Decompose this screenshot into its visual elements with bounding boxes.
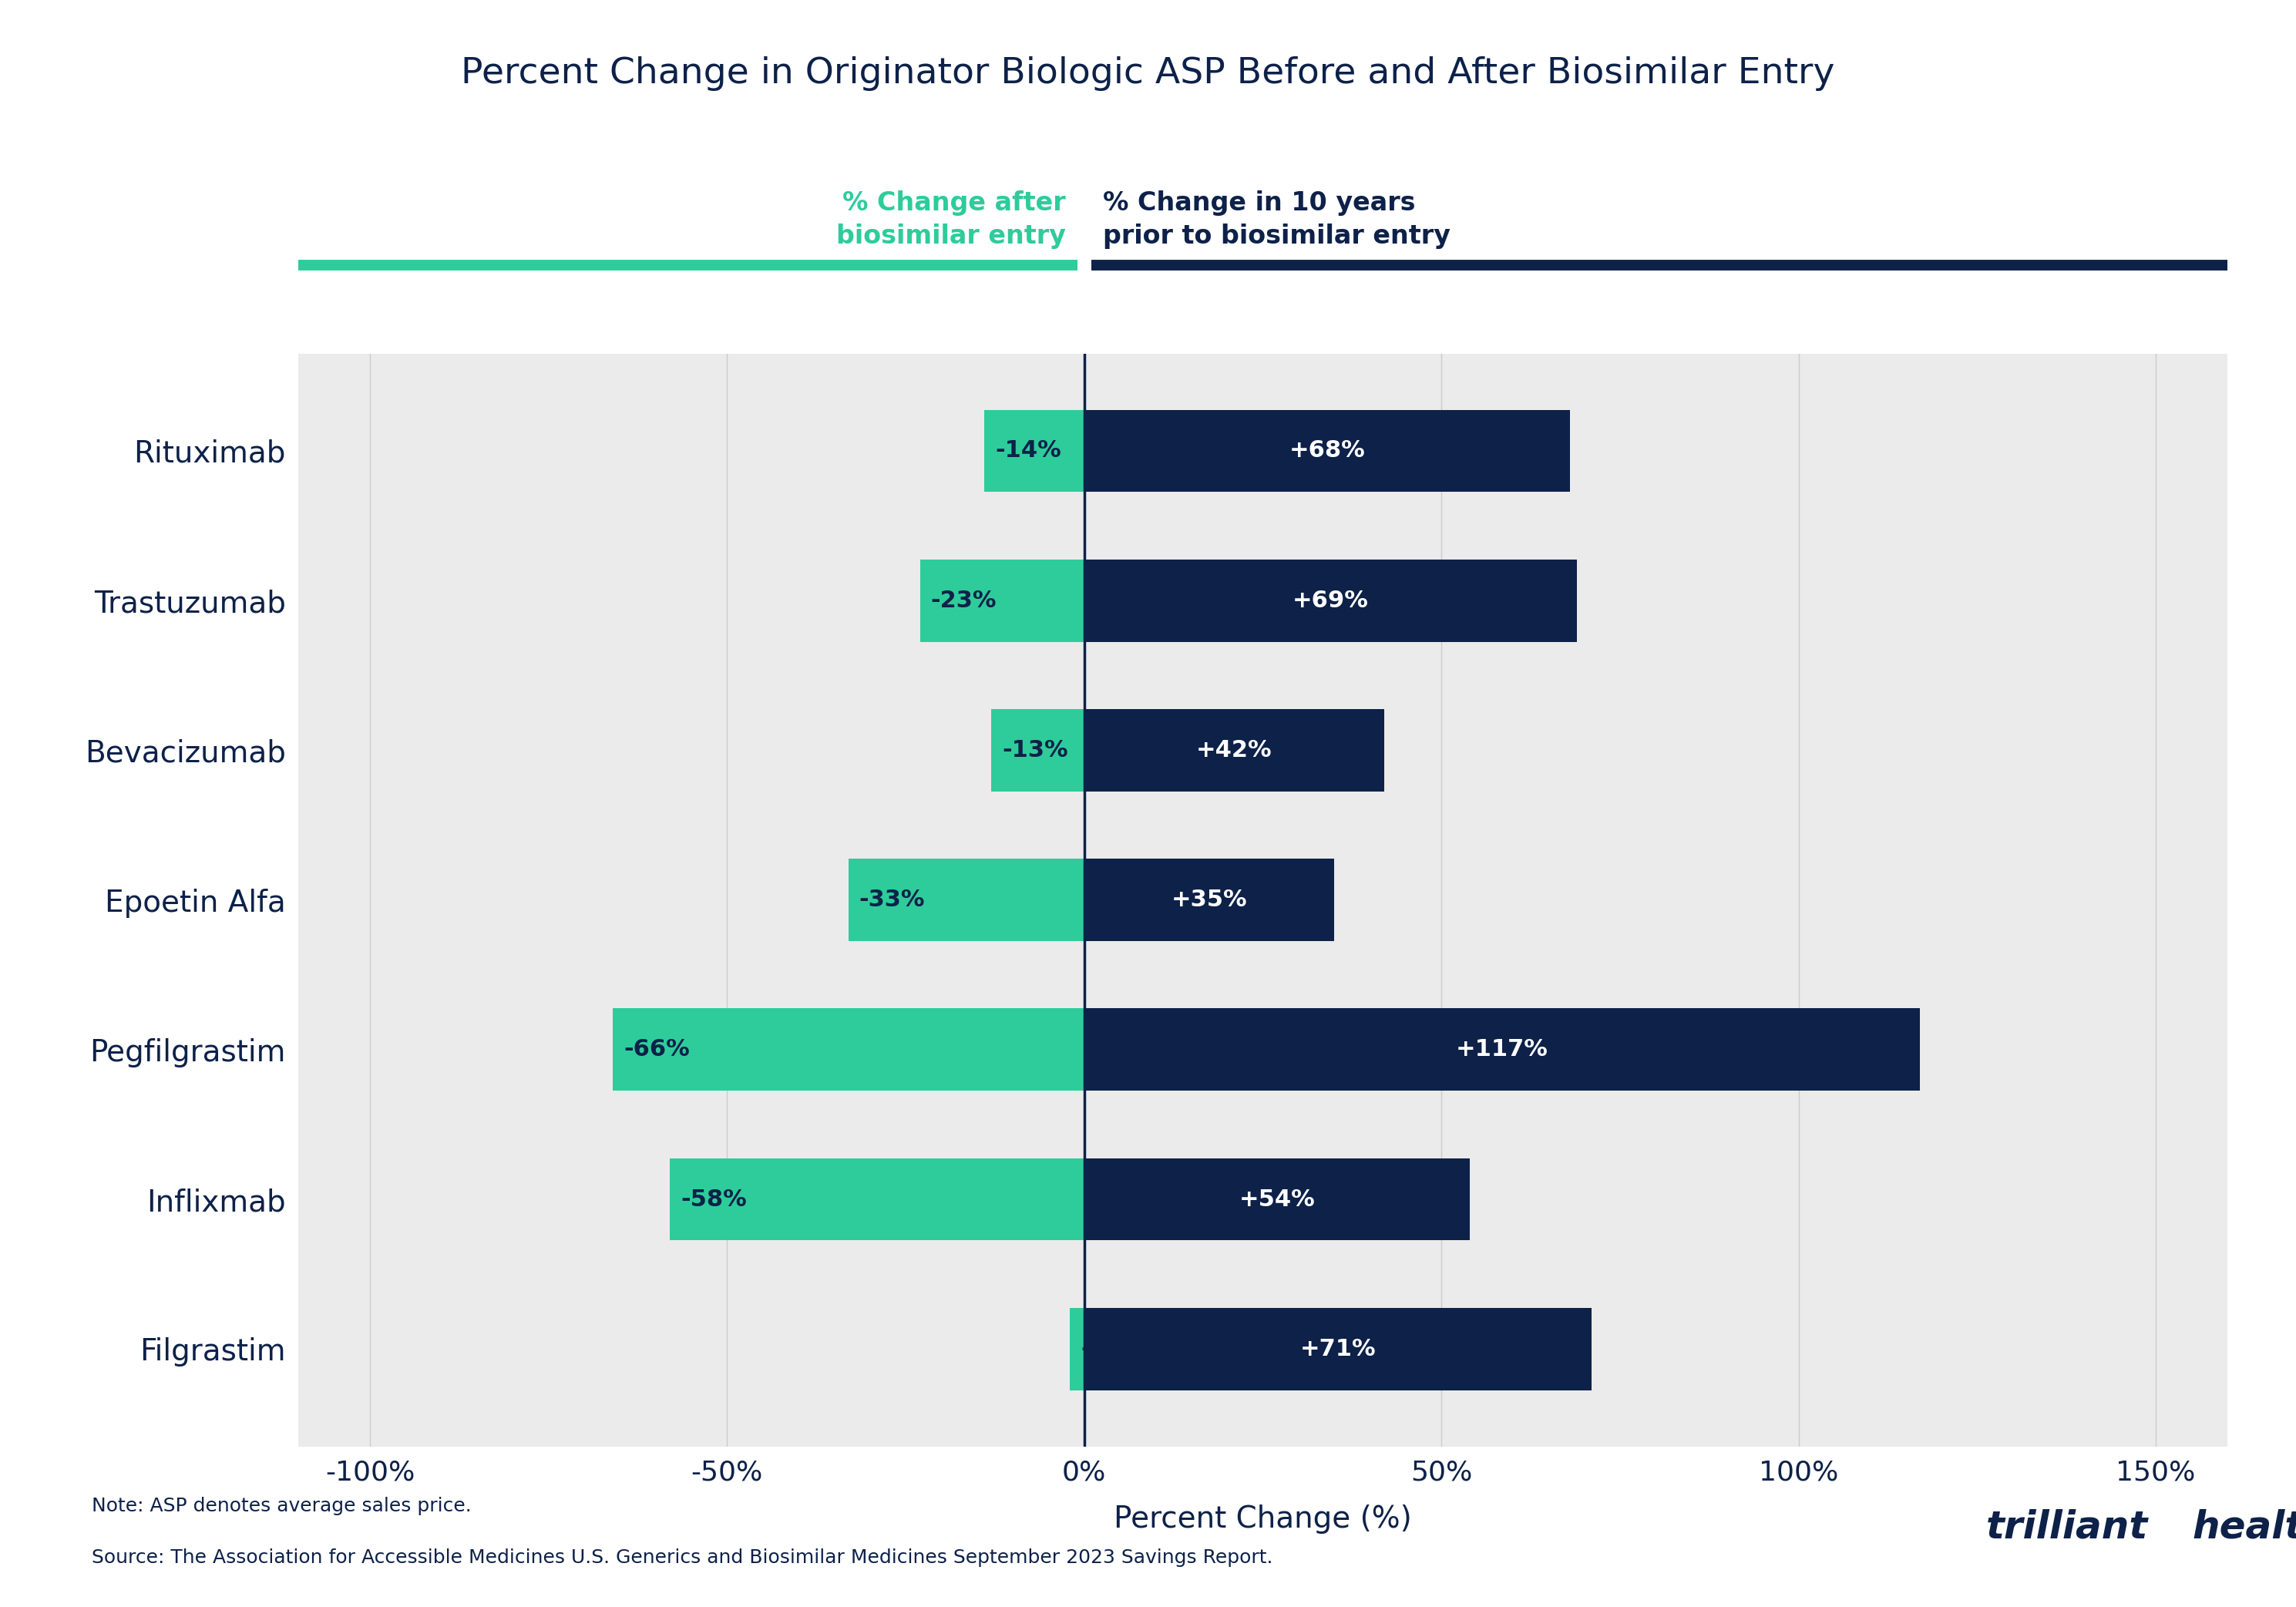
Text: -13%: -13%	[1001, 739, 1068, 762]
Text: trilliant: trilliant	[1986, 1509, 2149, 1546]
Bar	[1084, 709, 1384, 791]
Text: Note: ASP denotes average sales price.: Note: ASP denotes average sales price.	[92, 1496, 471, 1515]
Text: +42%: +42%	[1196, 739, 1272, 762]
Text: -23%: -23%	[930, 590, 996, 612]
Bar	[1084, 858, 1334, 942]
Text: -33%: -33%	[859, 889, 925, 911]
Bar	[670, 1159, 1084, 1241]
Bar	[613, 1009, 1084, 1091]
Text: Percent Change in Originator Biologic ASP Before and After Biosimilar Entry: Percent Change in Originator Biologic AS…	[461, 56, 1835, 92]
Bar	[1084, 559, 1577, 641]
Text: % Change in 10 years
prior to biosimilar entry: % Change in 10 years prior to biosimilar…	[1102, 190, 1451, 249]
Text: % Change after
biosimilar entry: % Change after biosimilar entry	[836, 190, 1065, 249]
Bar	[1084, 1159, 1469, 1241]
Text: -66%: -66%	[625, 1038, 689, 1061]
Bar	[1070, 1308, 1084, 1390]
Text: -2%: -2%	[1081, 1337, 1130, 1360]
Bar	[850, 858, 1084, 942]
Text: +71%: +71%	[1300, 1337, 1375, 1360]
Text: health: health	[2193, 1509, 2296, 1546]
Bar	[1084, 1009, 1919, 1091]
Text: -14%: -14%	[994, 440, 1061, 463]
Text: +117%: +117%	[1456, 1038, 1548, 1061]
Bar	[992, 709, 1084, 791]
Text: +68%: +68%	[1288, 440, 1366, 463]
Text: Source: The Association for Accessible Medicines U.S. Generics and Biosimilar Me: Source: The Association for Accessible M…	[92, 1548, 1272, 1567]
Bar	[921, 559, 1084, 641]
Text: -58%: -58%	[680, 1188, 746, 1210]
Text: +35%: +35%	[1171, 889, 1247, 911]
Bar	[1084, 410, 1570, 492]
Bar	[1084, 1308, 1591, 1390]
Bar	[985, 410, 1084, 492]
Text: +54%: +54%	[1240, 1188, 1316, 1210]
X-axis label: Percent Change (%): Percent Change (%)	[1114, 1504, 1412, 1535]
Text: +69%: +69%	[1293, 590, 1368, 612]
